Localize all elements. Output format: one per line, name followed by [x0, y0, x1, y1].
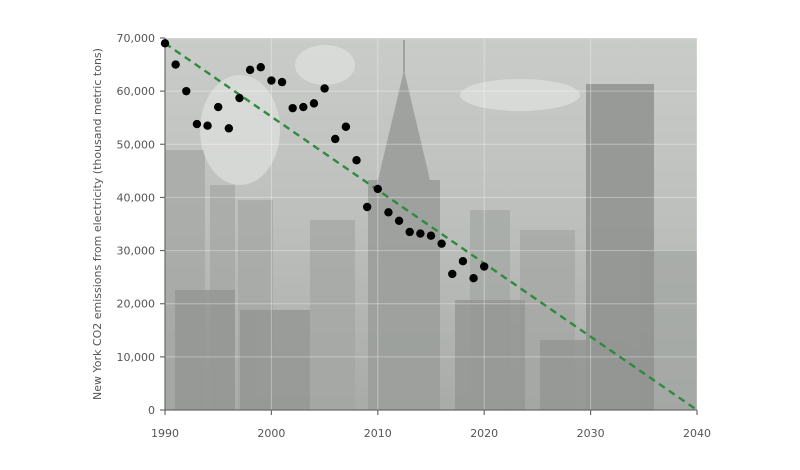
y-tick-label: 20,000	[117, 298, 156, 311]
data-point	[299, 102, 308, 112]
y-tick-label: 60,000	[117, 85, 156, 98]
data-point	[362, 202, 372, 212]
data-point	[160, 39, 170, 48]
grid-lines	[165, 37, 698, 410]
y-tick-label: 0	[148, 404, 155, 417]
data-point	[224, 124, 234, 133]
y-tick-label: 40,000	[117, 191, 156, 204]
data-point	[267, 76, 276, 85]
y-tick-label: 30,000	[117, 245, 156, 258]
data-point	[458, 257, 468, 266]
data-point	[394, 216, 404, 226]
axis-ticks: 0 10,000 20,000 30,000 40,000 50,000 60,000 70,…	[117, 32, 712, 440]
x-tick-label: 2030	[577, 427, 605, 440]
data-point	[171, 60, 180, 69]
x-tick-label: 2010	[364, 427, 392, 440]
y-tick-label: 50,000	[117, 138, 156, 151]
x-tick-label: 2020	[470, 427, 498, 440]
data-point	[352, 156, 361, 165]
y-tick-label: 10,000	[117, 351, 156, 364]
data-point	[426, 231, 436, 240]
data-point	[235, 93, 244, 103]
background-photo	[165, 38, 697, 410]
data-point	[192, 119, 202, 129]
data-point	[182, 86, 191, 96]
data-point	[203, 121, 212, 130]
data-point	[309, 99, 319, 108]
data-point	[469, 274, 478, 283]
data-points	[160, 39, 489, 283]
data-point	[245, 65, 255, 75]
data-point	[373, 184, 382, 194]
data-point	[331, 134, 340, 144]
y-tick-label: 70,000	[117, 32, 156, 45]
data-point	[416, 229, 425, 238]
data-point	[480, 262, 489, 271]
x-tick-label: 2040	[683, 427, 711, 440]
data-point	[384, 208, 393, 217]
data-point	[320, 84, 329, 93]
data-point	[437, 239, 446, 248]
x-tick-label: 1990	[151, 427, 179, 440]
data-point	[448, 269, 457, 279]
x-tick-label: 2000	[257, 427, 285, 440]
data-point	[256, 63, 265, 72]
data-point	[405, 227, 414, 237]
data-point	[214, 102, 223, 112]
data-point	[288, 103, 297, 113]
y-axis-label: New York CO2 emissions from electricity …	[91, 48, 104, 400]
data-point	[341, 122, 351, 131]
data-point	[277, 77, 287, 87]
